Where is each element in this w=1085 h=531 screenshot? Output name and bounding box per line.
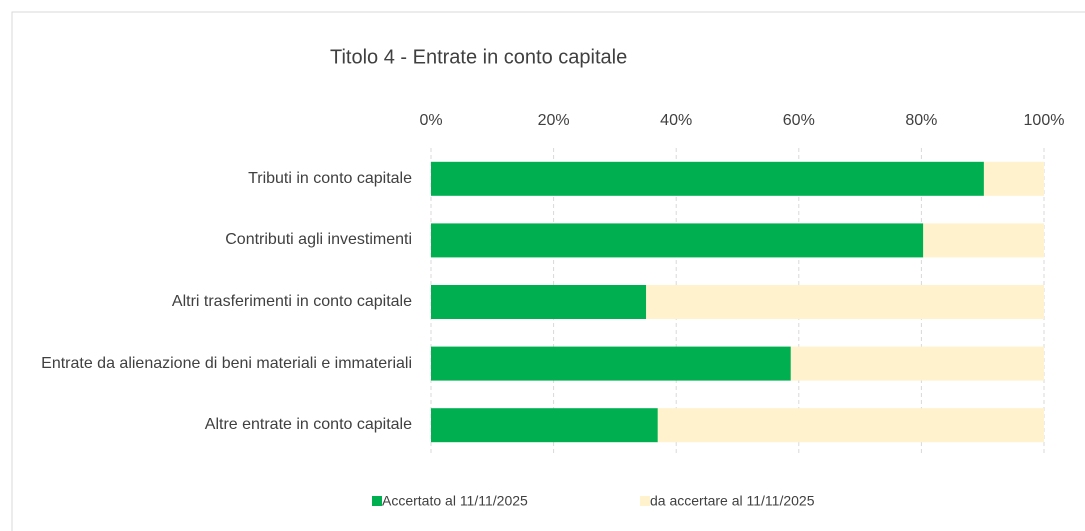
bar-segment [431,285,647,319]
chart-title: Titolo 4 - Entrate in conto capitale [330,46,627,68]
y-tick-label: Altre entrate in conto capitale [204,416,412,434]
x-tick-label: 100% [1024,112,1065,129]
legend-swatch [640,496,650,506]
bar-segment [431,408,658,443]
x-tick-label: 60% [783,112,815,129]
bar-segment [646,285,1044,319]
x-tick-label: 40% [660,112,692,129]
bar-segment [431,223,924,258]
bar-segment [431,346,791,381]
bar-segment [657,408,1044,443]
y-tick-label-box: Tributi in conto capitale [20,168,412,190]
y-tick-label-box: Contributi agli investimenti [20,229,412,251]
x-tick-label: 0% [419,112,442,129]
bar-segment [923,223,1044,258]
y-tick-label-box: Altre entrate in conto capitale [20,414,412,436]
legend-label: da accertare al 11/11/2025 [650,493,815,509]
legend-label: Accertato al 11/11/2025 [382,493,528,509]
y-tick-label: Altri trasferimenti in conto capitale [171,293,412,310]
y-tick-label: Contributi agli investimenti [225,231,412,249]
y-tick-label-box: Entrate da alienazione di beni materiali… [20,353,412,375]
x-tick-label: 20% [538,112,570,129]
y-tick-label: Tributi in conto capitale [248,169,412,187]
y-tick-label: Entrate da alienazione di beni materiali… [41,354,412,372]
x-tick-label: 80% [905,112,937,129]
bar-segment [431,161,984,196]
legend-swatch [372,496,382,506]
bar-segment [983,161,1044,196]
bar-segment [790,346,1044,381]
chart-frame [11,11,1085,531]
y-tick-label-box: Altri trasferimenti in conto capitale [20,291,412,313]
